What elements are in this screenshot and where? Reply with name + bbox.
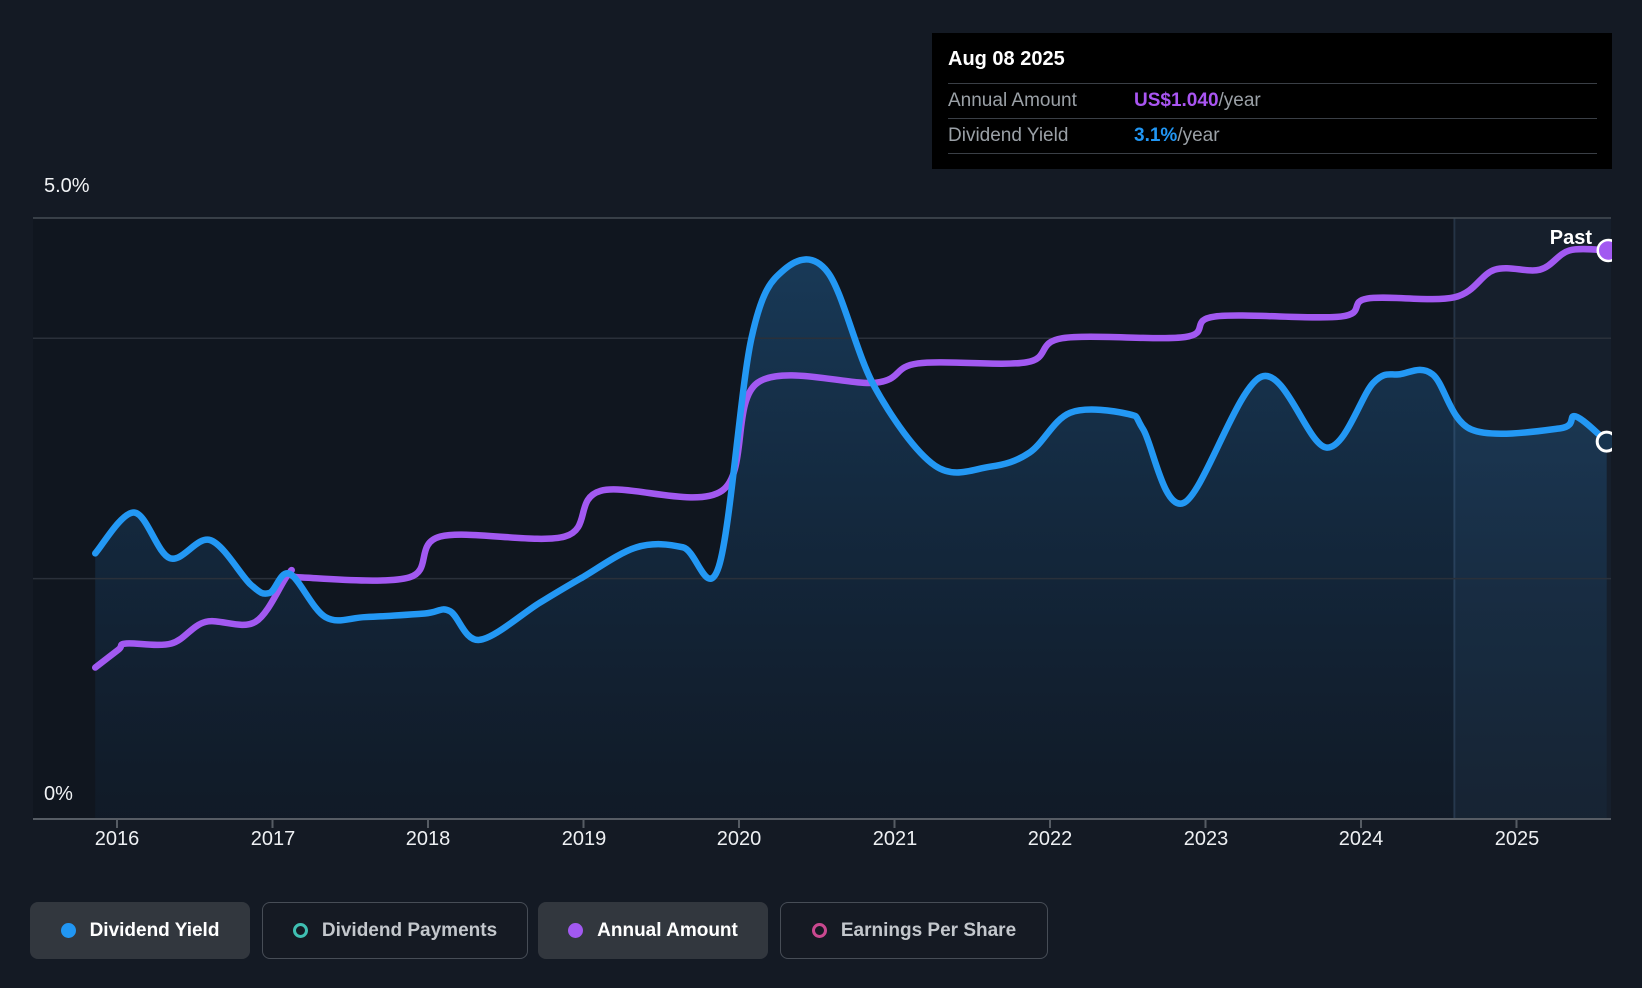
x-tick-2019: 2019 (561, 828, 607, 850)
chart-tooltip: Aug 08 2025 Annual Amount US$1.040/year D… (932, 33, 1612, 169)
tooltip-row-annual-amount: Annual Amount US$1.040/year (948, 83, 1597, 118)
tooltip-unit: /year (1177, 125, 1220, 146)
y-axis-label-bottom: 0% (44, 783, 73, 805)
legend-label: Annual Amount (597, 919, 738, 941)
tooltip-value: US$1.040 (1134, 90, 1219, 111)
legend-toggle-earnings-per-share[interactable]: Earnings Per Share (780, 902, 1048, 959)
dividend-yield-marker-icon (60, 923, 76, 938)
past-region-label: Past (1549, 227, 1592, 249)
x-tick-2025: 2025 (1494, 828, 1540, 850)
x-tick-2016: 2016 (94, 828, 140, 850)
dividend-payments-marker-icon (292, 923, 308, 938)
y-axis-label-top: 5.0% (44, 175, 90, 197)
tooltip-label: Dividend Yield (948, 125, 1069, 146)
x-tick-2023: 2023 (1183, 828, 1229, 850)
tooltip-label: Annual Amount (948, 90, 1077, 111)
annual-amount-marker-icon (568, 923, 584, 938)
legend-toggle-dividend-yield[interactable]: Dividend Yield (30, 902, 250, 959)
chart-legend: Dividend Yield Dividend Payments Annual … (0, 902, 1642, 959)
tooltip-unit: /year (1218, 90, 1261, 111)
legend-toggle-dividend-payments[interactable]: Dividend Payments (262, 902, 528, 959)
legend-toggle-annual-amount[interactable]: Annual Amount (538, 902, 768, 959)
x-tick-2024: 2024 (1338, 828, 1384, 850)
legend-label: Dividend Yield (89, 919, 220, 941)
x-tick-2022: 2022 (1027, 828, 1073, 850)
legend-label: Earnings Per Share (840, 919, 1017, 941)
x-tick-2018: 2018 (405, 828, 451, 850)
x-tick-2017: 2017 (250, 828, 296, 850)
x-tick-2020: 2020 (716, 828, 762, 850)
tooltip-date: Aug 08 2025 (948, 48, 1065, 70)
tooltip-value: 3.1% (1134, 125, 1178, 146)
tooltip-row-dividend-yield: Dividend Yield 3.1%/year (948, 118, 1597, 154)
legend-label: Dividend Payments (321, 919, 498, 941)
x-tick-2021: 2021 (872, 828, 918, 850)
earnings-per-share-marker-icon (811, 923, 827, 938)
